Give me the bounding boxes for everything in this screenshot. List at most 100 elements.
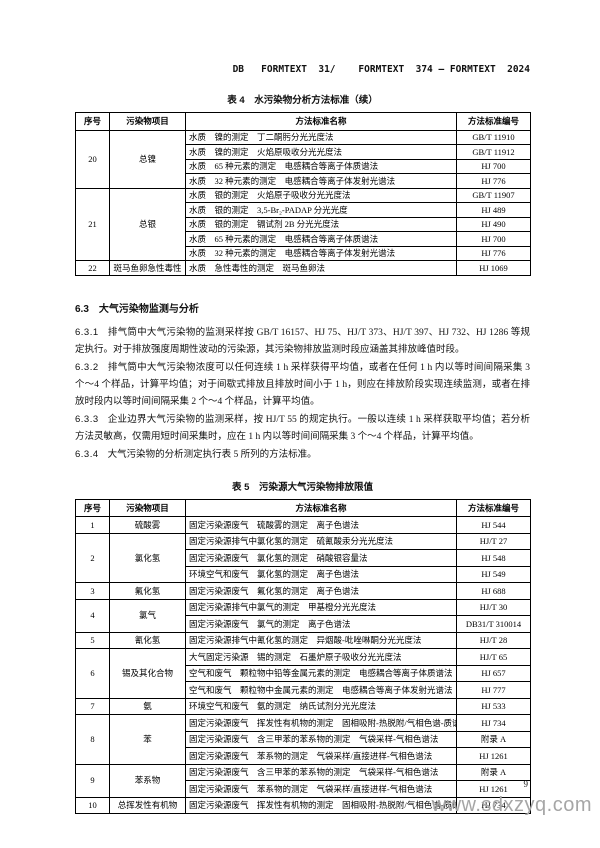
- row-number: 20: [75, 129, 110, 189]
- pollutant-item: 氯气: [109, 598, 186, 633]
- table-row: 2 氯化氢 固定污染源排气中氯化氢的测定 硫氰酸汞分光光度法 HJ/T 27: [75, 532, 531, 583]
- column-header: 方法标准编号: [456, 112, 531, 131]
- method-standard-code: HJ 533: [456, 697, 531, 715]
- row-number: 21: [75, 187, 110, 261]
- table-row: 5 氰化氢 固定污染源排气中氰化氢的测定 异烟酸-吡唑啉酮分光光度法 HJ/T 28: [75, 631, 531, 649]
- document-header: DB FORMTEXT 31/ FORMTEXT 374 — FORMTEXT …: [232, 64, 530, 75]
- pollutant-item: 总镍: [109, 129, 186, 189]
- method-standard-name: 固定污染源废气 氟化氢的测定 离子色谱法: [185, 582, 457, 600]
- table-row: 7 氨环境空气和废气 氨的测定 纳氏试剂分光光度法 HJ 533: [75, 697, 531, 715]
- table4-caption: 表 4 水污染物分析方法标准（续）: [227, 95, 378, 106]
- clause-number: 6.3.4: [75, 448, 99, 460]
- method-standard-code: HJ/T 28: [456, 631, 531, 649]
- pollutant-item: 锡及其化合物: [109, 648, 186, 699]
- table5-air-pollutant-methods: 序号 污染物项目 方法标准名称 方法标准编号 1 硫酸雾 固定污染源废气 硫酸雾的测定 离…: [75, 498, 531, 814]
- clause-number: 6.3.3: [75, 413, 99, 425]
- method-standard-name: 水质 镍的测定 火焰原吸收分光光度法: [185, 144, 457, 160]
- method-standard-name: 水质 65 种元素的测定 电感耦合等离子体质谱法: [185, 158, 457, 174]
- watermark: www.sdxzyq.com: [431, 794, 592, 816]
- table-row: 22 斑马鱼卵急性毒性 水质 急性毒性的测定 斑马鱼卵法 HJ 1069: [75, 260, 531, 276]
- table-row: 水质 65 种元素的测定 电感耦合等离子体质谱法 HJ 700: [76, 158, 531, 174]
- method-standard-name: 水质 32 种元素的测定 电感耦合等离子体发射光谱法: [185, 173, 457, 189]
- table-row: 1 硫酸雾 固定污染源废气 硫酸雾的测定 离子色谱法 HJ 544: [75, 516, 531, 534]
- method-standard-code: HJ 700: [456, 158, 531, 174]
- table-row: 水质 银的测定 3,5-Br₂-PADAP 分光光度 HJ 489: [76, 202, 531, 218]
- method-standard-code: DB31/T 310014: [456, 615, 531, 633]
- method-standard-name: 水质 32 种元素的测定 电感耦合等离子体发射光谱法: [185, 245, 457, 261]
- page-content: DB FORMTEXT 31/ FORMTEXT 374 — FORMTEXT …: [75, 64, 531, 814]
- method-standard-name: 固定污染源排气中氯化氢的测定 硫氰酸汞分光光度法: [185, 532, 457, 550]
- method-standard-name: 固定污染源废气 氯化氢的测定 硝酸银容量法: [185, 549, 457, 567]
- row-number: 5: [75, 631, 110, 649]
- method-standard-name: 固定污染源废气 苯系物的测定 气袋采样/直接进样-气相色谱法: [185, 780, 457, 798]
- method-standard-name: 固定污染源废气 硫酸雾的测定 离子色谱法: [185, 516, 457, 534]
- method-standard-code: HJ/T 27: [456, 532, 531, 550]
- table-row: 水质 银的测定 镉试剂 2B 分光光度法 HJ 490: [76, 216, 531, 232]
- row-number: 22: [75, 260, 110, 276]
- row-number: 1: [75, 516, 110, 534]
- method-standard-name: 水质 镍的测定 丁二酮肟分光光度法: [185, 129, 457, 145]
- method-standard-code: HJ/T 65: [456, 648, 531, 666]
- pollutant-item: 氰化氢: [109, 631, 186, 649]
- method-standard-code: HJ 688: [456, 582, 531, 600]
- row-number: 10: [75, 796, 110, 814]
- pollutant-item: 苯: [109, 714, 186, 765]
- pollutant-item: 总银: [109, 187, 186, 261]
- row-number: 4: [75, 598, 110, 633]
- column-header: 序号: [75, 498, 110, 517]
- method-standard-code: HJ 549: [456, 565, 531, 583]
- method-standard-code: HJ 490: [456, 216, 531, 232]
- clause-6.3.3: 6.3.3 企业边界大气污染物的监测采样，按 HJ/T 55 的规定执行。一般以连…: [75, 413, 530, 442]
- method-standard-code: GB/T 11912: [456, 144, 531, 160]
- method-standard-code: HJ 544: [456, 516, 531, 534]
- table-row: 6 锡及其化合物 大气固定污染源 锡的测定 石墨炉原子吸收分光光度法 HJ/T 65: [75, 648, 531, 699]
- column-header: 方法标准名称: [185, 112, 457, 131]
- method-standard-name: 空气和废气 颗粒物中金属元素的测定 电感耦合等离子体发射光谱法: [185, 681, 457, 699]
- method-standard-code: HJ 489: [456, 202, 531, 218]
- column-header: 序号: [75, 112, 110, 131]
- method-standard-code: 附录 A: [456, 730, 531, 748]
- table-row: 水质 32 种元素的测定 电感耦合等离子体发射光谱法 HJ 776: [76, 173, 531, 189]
- table-row: 3 氟化氢 固定污染源废气 氟化氢的测定 离子色谱法 HJ 688: [75, 582, 531, 600]
- column-header: 方法标准名称: [185, 498, 457, 517]
- method-standard-name: 水质 银的测定 火焰原子吸收分光光度法: [185, 187, 457, 203]
- table-row: 4 氯气 固定污染源排气中氯气的测定 甲基橙分光光度法 HJ/T 30: [75, 598, 531, 633]
- method-standard-code: HJ 657: [456, 664, 531, 682]
- pollutant-item: 氨: [109, 697, 186, 715]
- method-standard-name: 固定污染源废气 苯系物的测定 气袋采样/直接进样-气相色谱法: [185, 747, 457, 765]
- method-standard-name: 固定污染源废气 挥发性有机物的测定 固相吸附-热脱附/气相色谱-质谱法: [185, 796, 457, 814]
- table-row: 空气和废气 颗粒物中铅等金属元素的测定 电感耦合等离子体质谱法 HJ 657: [76, 664, 531, 682]
- clause-6.3.2: 6.3.2 排气筒中大气污染物浓度可以任何连续 1 h 采样获得平均值，或者在任何…: [75, 361, 530, 407]
- method-standard-code: HJ 776: [456, 173, 531, 189]
- column-header: 污染物项目: [109, 112, 186, 131]
- table-row: 20 总镍 水质 镍的测定 丁二酮肟分光光度法 GB/T 11910: [75, 129, 531, 189]
- method-standard-name: 环境空气和废气 氨的测定 纳氏试剂分光光度法: [185, 697, 457, 715]
- method-standard-code: HJ 776: [456, 245, 531, 261]
- method-standard-name: 固定污染源废气 氯气的测定 离子色谱法: [185, 615, 457, 633]
- clause-number: 6.3.2: [75, 361, 99, 373]
- row-number: 7: [75, 697, 110, 715]
- method-standard-name: 固定污染源排气中氯气的测定 甲基橙分光光度法: [185, 598, 457, 616]
- method-standard-name: 环境空气和废气 氯化氢的测定 离子色谱法: [185, 565, 457, 583]
- method-standard-name: 固定污染源废气 挥发性有机物的测定 固相吸附-热脱附/气相色谱-质谱法: [185, 714, 457, 732]
- column-header: 污染物项目: [109, 498, 186, 517]
- method-standard-name: 水质 银的测定 3,5-Br₂-PADAP 分光光度: [185, 202, 457, 218]
- clause-6.3.4: 6.3.4 大气污染物的分析测定执行表 5 所列的方法标准。: [75, 448, 317, 460]
- method-standard-name: 固定污染源排气中氰化氢的测定 异烟酸-吡唑啉酮分光光度法: [185, 631, 457, 649]
- method-standard-code: HJ/T 30: [456, 598, 531, 616]
- clause-6.3.1: 6.3.1 排气筒中大气污染物的监测采样按 GB/T 16157、HJ 75、HJ…: [75, 326, 530, 355]
- method-standard-code: HJ 1261: [456, 747, 531, 765]
- method-standard-code: HJ 548: [456, 549, 531, 567]
- pollutant-item: 总挥发性有机物: [109, 796, 186, 814]
- method-standard-name: 大气固定污染源 锡的测定 石墨炉原子吸收分光光度法: [185, 648, 457, 666]
- method-standard-name: 空气和废气 颗粒物中铅等金属元素的测定 电感耦合等离子体质谱法: [185, 664, 457, 682]
- table-row: 环境空气和废气 氯化氢的测定 离子色谱法 HJ 549: [76, 565, 531, 583]
- method-standard-code: HJ 734: [456, 796, 531, 814]
- row-number: 8: [75, 714, 110, 765]
- pollutant-item: 苯系物: [109, 763, 186, 798]
- row-number: 9: [75, 763, 110, 798]
- method-standard-code: HJ 700: [456, 231, 531, 247]
- table-row: 9 苯系物 固定污染源废气 含三甲苯的苯系物的测定 气袋采样-气相色谱法 附录 A: [75, 763, 531, 798]
- clauses: 6.3.1 排气筒中大气污染物的监测采样按 GB/T 16157、HJ 75、HJ…: [75, 324, 530, 464]
